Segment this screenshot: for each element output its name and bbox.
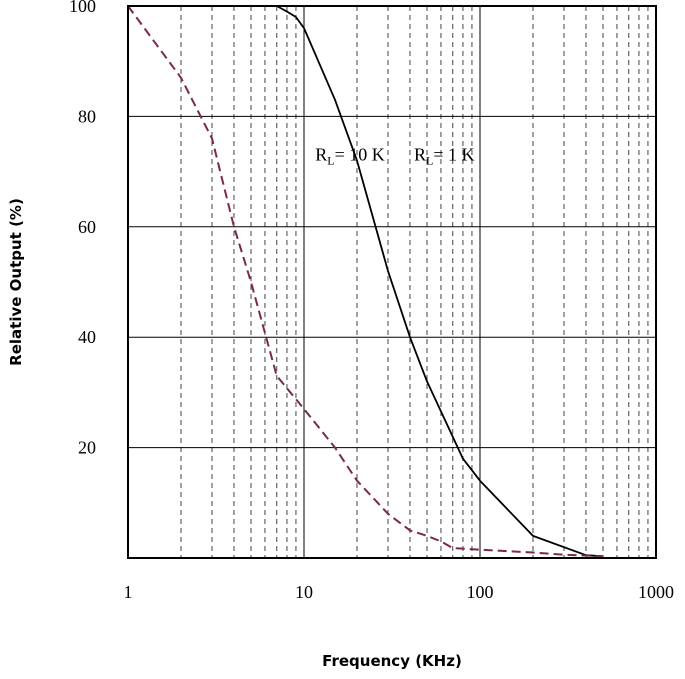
series-annotation: RL= 1 K — [414, 145, 475, 168]
x-axis-title: Frequency (KHz) — [322, 652, 462, 670]
x-tick-label: 1 — [124, 582, 133, 602]
y-tick-label: 80 — [78, 106, 96, 126]
chart-grid — [128, 6, 656, 558]
y-tick-label: 60 — [78, 217, 96, 237]
plot-frame — [127, 5, 657, 559]
series-annotation: RL= 10 K — [315, 145, 385, 168]
x-tick-label: 10 — [295, 582, 313, 602]
series-line-solid — [128, 5, 604, 558]
x-tick-label: 1000 — [638, 582, 674, 602]
x-tick-labels: 1 10 100 1000 — [124, 582, 675, 602]
y-axis-title: Relative Output (%) — [7, 198, 25, 366]
chart-annotations: RL= 10 K RL= 1 K — [315, 145, 474, 168]
y-tick-label: 40 — [78, 327, 96, 347]
y-tick-label: 100 — [69, 0, 96, 16]
y-tick-labels: 20 40 60 80 100 — [69, 0, 96, 458]
series-line-dashed — [127, 5, 604, 558]
y-tick-label: 20 — [78, 438, 96, 458]
x-tick-label: 100 — [467, 582, 494, 602]
chart-series — [127, 5, 604, 558]
